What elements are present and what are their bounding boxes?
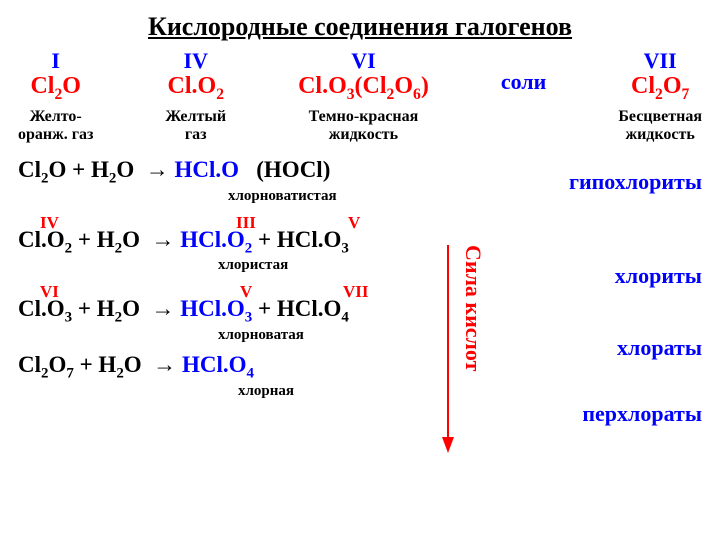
- oxide-formula: Cl.O2: [165, 73, 226, 104]
- oxide-column: VIICl2O7 Бесцветнаяжидкость: [618, 48, 702, 143]
- acid-strength-arrow: Сила кислот: [438, 245, 478, 455]
- salt-name: гипохлориты: [569, 169, 702, 195]
- oxide-column: ICl2O Желто-оранж. газ: [18, 48, 93, 143]
- oxidation-state: VI: [298, 48, 429, 73]
- oxidation-roman: VII: [343, 282, 369, 302]
- reaction-equation: Cl2O7 + H2O → HCl.O4: [18, 352, 702, 383]
- oxide-formula: Cl2O: [18, 73, 93, 104]
- oxidation-roman: V: [348, 213, 360, 233]
- salt-name: перхлораты: [582, 401, 702, 427]
- reactions-block: Сила кислот Cl2O + H2O → HCl.O (HOCl)хло…: [18, 157, 702, 399]
- oxidation-roman: VI: [40, 282, 59, 302]
- oxide-description: Желтыйгаз: [165, 108, 226, 143]
- page-title: Кислородные соединения галогенов: [18, 12, 702, 42]
- oxide-column: IVCl.O2 Желтыйгаз: [165, 48, 226, 143]
- oxidation-state: I: [18, 48, 93, 73]
- salt-name: хлораты: [617, 335, 702, 361]
- oxide-column: VICl.O3(Cl2O6) Темно-краснаяжидкость: [298, 48, 429, 143]
- oxide-description: Бесцветнаяжидкость: [618, 108, 702, 143]
- oxide-description: Темно-краснаяжидкость: [298, 108, 429, 143]
- oxide-formula: Cl2O7: [618, 73, 702, 104]
- oxides-row: ICl2OЖелто-оранж. газIVCl.O2ЖелтыйгазVIC…: [18, 48, 702, 143]
- oxidation-state: IV: [165, 48, 226, 73]
- arrow-label: Сила кислот: [460, 245, 486, 455]
- salts-label: соли: [501, 69, 547, 123]
- oxidation-state: VII: [618, 48, 702, 73]
- oxide-formula: Cl.O3(Cl2O6): [298, 73, 429, 104]
- oxidation-roman: IV: [40, 213, 59, 233]
- oxidation-roman: V: [240, 282, 252, 302]
- oxide-description: Желто-оранж. газ: [18, 108, 93, 143]
- oxidation-roman: III: [236, 213, 256, 233]
